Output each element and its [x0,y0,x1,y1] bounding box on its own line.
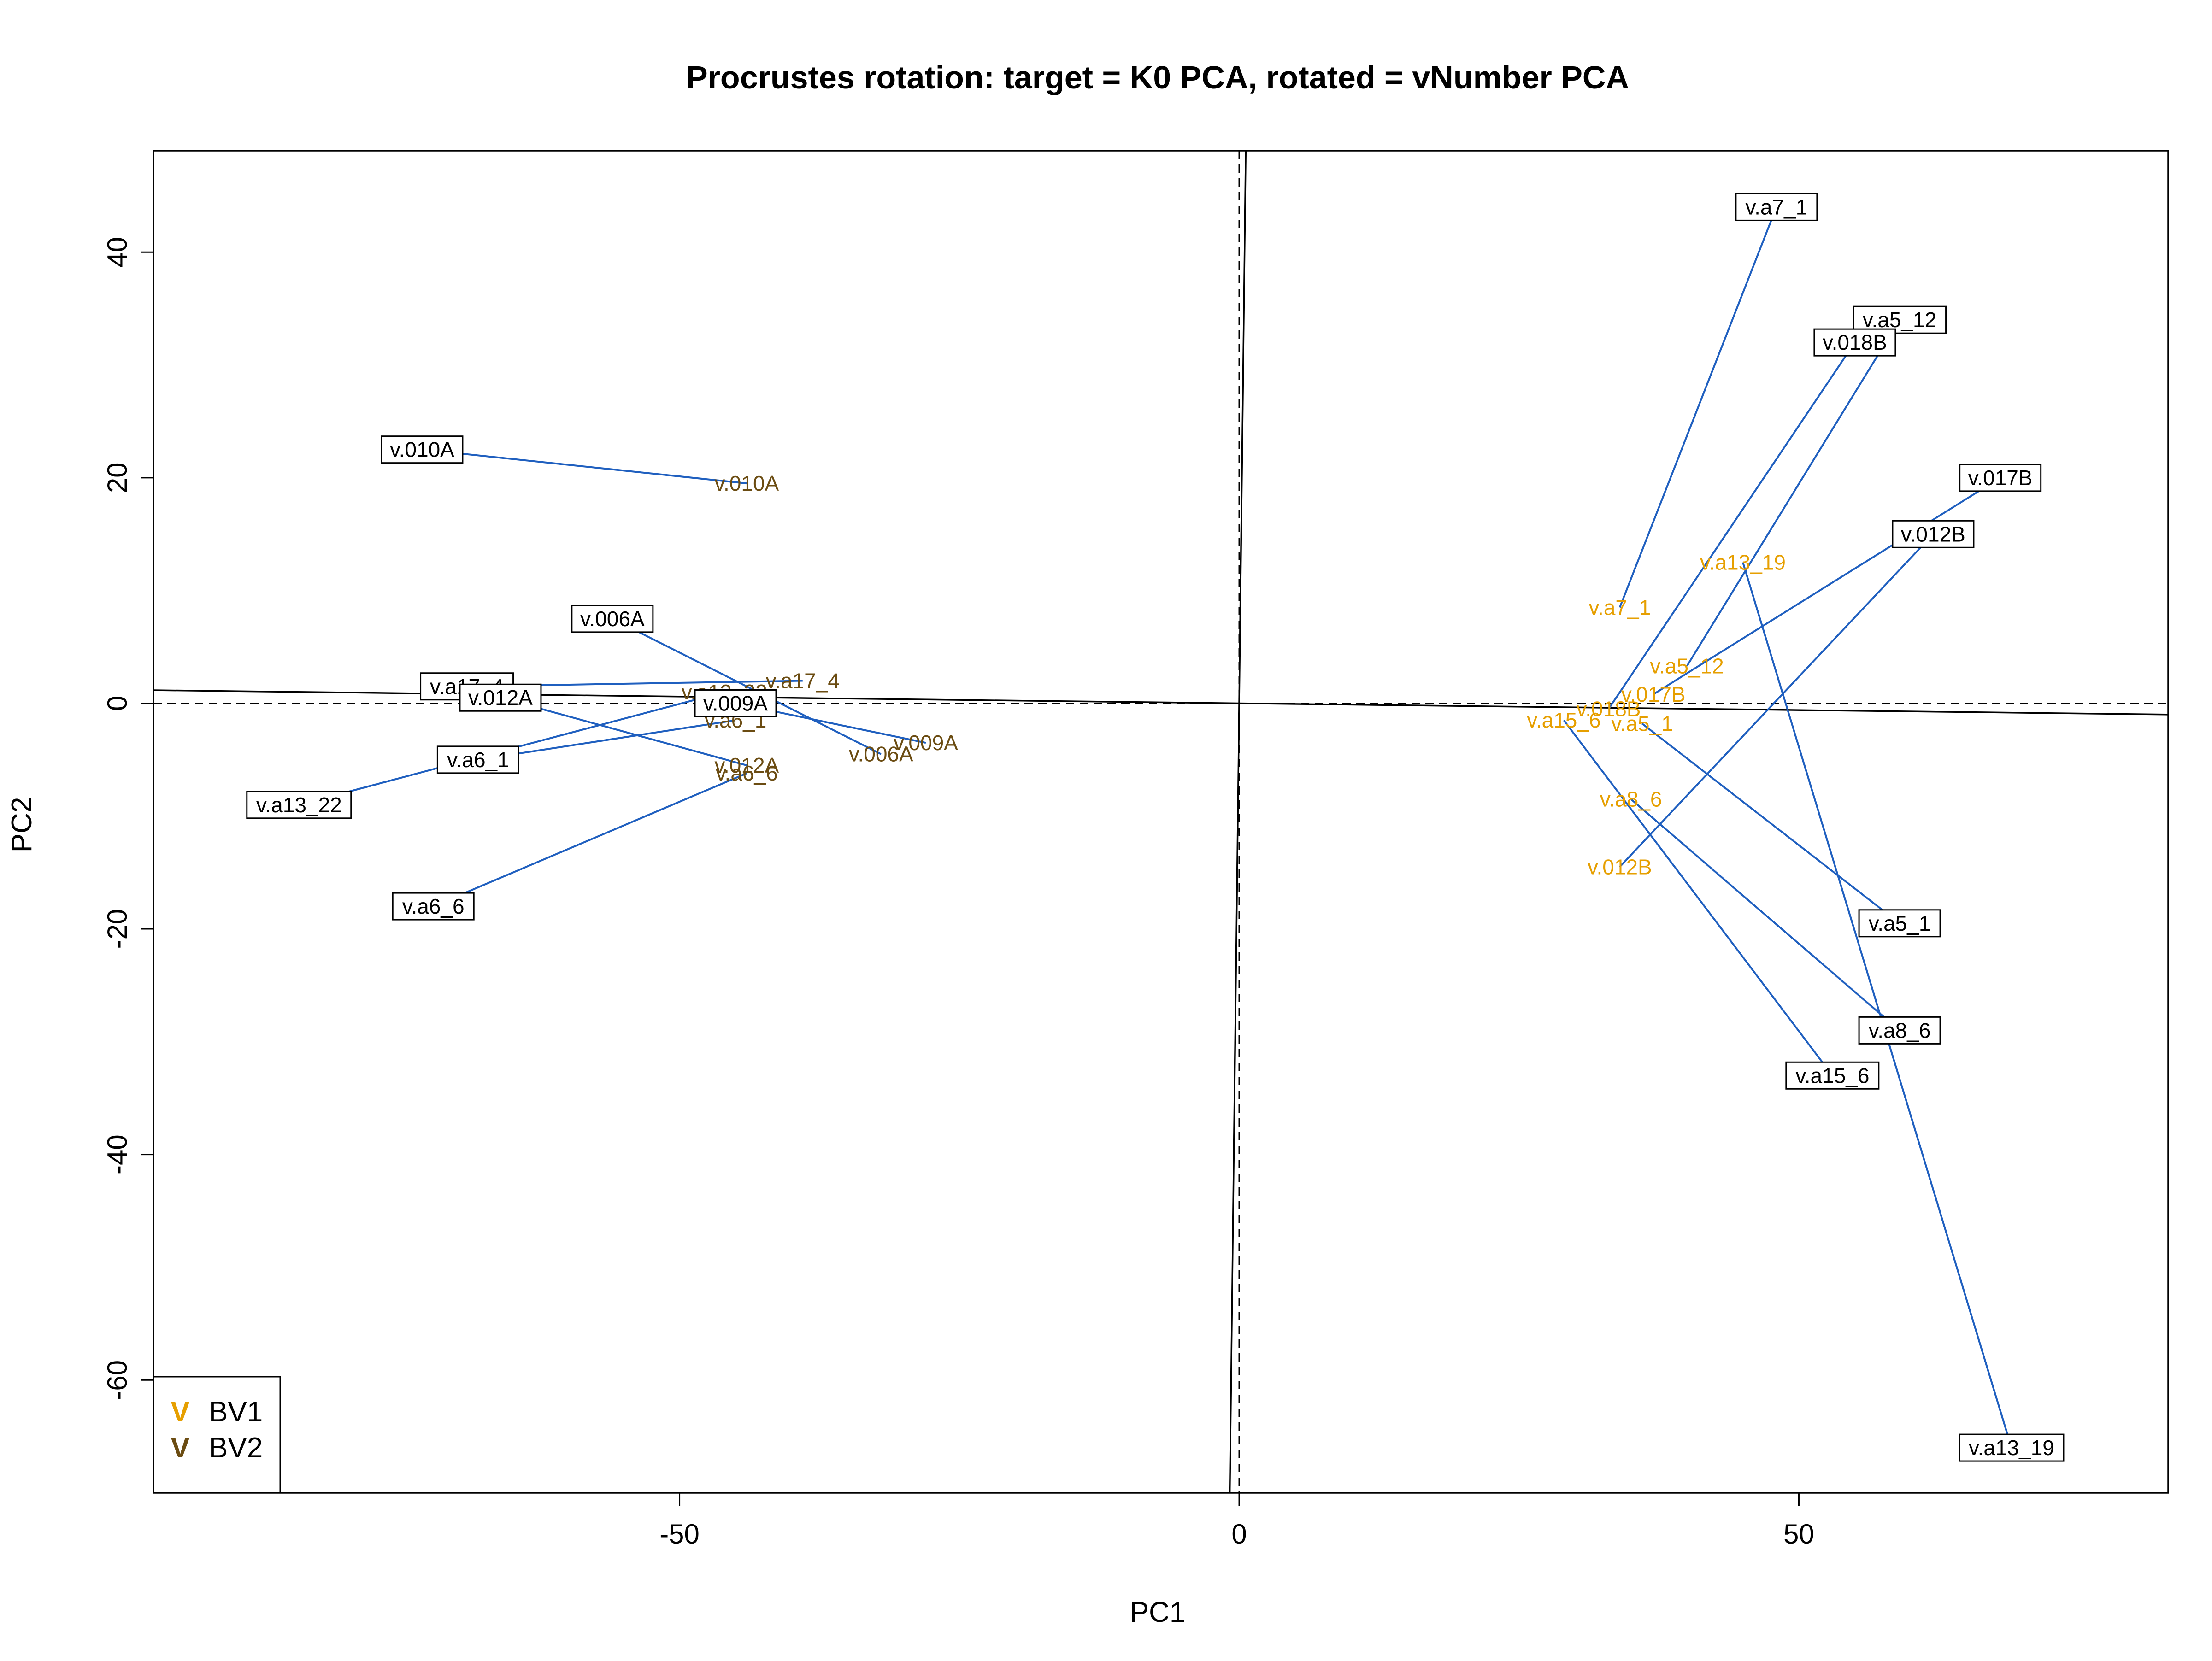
target-label-box [1735,193,1818,221]
rotated-point-label: v.a5_12 [1650,654,1724,678]
y-tick-label: 40 [102,237,133,268]
procrustes-arrow [1742,562,2012,1448]
target-label-box [459,683,542,712]
target-point-label: v.a15_6 [1795,1063,1869,1087]
rotated-point-label: v.a13_19 [1700,550,1786,574]
x-tick-label: 50 [1783,1519,1814,1549]
rotated-point-label: v.018B [1577,697,1641,721]
rotated-point-label: v.012B [1588,855,1652,879]
target-point-label: v.006A [580,607,645,631]
rotated-point-label: v.009A [894,731,958,755]
rotated-point-label: v.a5_1 [1611,712,1673,736]
rotated-point-label: v.017B [1621,682,1686,706]
target-point-label: v.018B [1823,330,1887,354]
y-tick-label: -60 [102,1360,133,1400]
rotated-point-label: v.006A [849,742,913,766]
target-label-box [392,892,475,921]
target-point-label: v.012B [1901,522,1965,546]
rotated-point-label: v.a17_4 [766,669,840,693]
target-point-label: v.017B [1968,466,2033,490]
procrustes-arrow [1686,319,1900,667]
plot-area: v.010Av.006Av.a17_4v.a13_22v.009Av.a6_1v… [153,151,2168,1493]
target-label-box [1813,328,1896,357]
procrustes-arrow [1607,342,1856,710]
rotated-point-label: v.a15_6 [1527,708,1600,732]
target-point-label: v.a7_1 [1746,195,1808,219]
target-point-label: v.a13_19 [1969,1436,2054,1460]
x-axis-label: PC1 [1130,1596,1186,1628]
target-label-box [1785,1061,1880,1090]
target-point-label: v.a13_22 [256,793,342,817]
rotated-point-label: v.a7_1 [1588,595,1651,619]
y-tick-label: -20 [102,909,133,949]
target-label-box [571,605,654,633]
target-point-label: v.a5_12 [1863,308,1936,332]
y-tick-label: 20 [102,463,133,493]
procrustes-arrow [1630,798,1900,1031]
procrustes-arrow [1619,533,1934,868]
target-label-box [1858,909,1941,938]
target-label-box [381,435,464,464]
y-tick-label: 0 [102,696,133,711]
x-tick-label: -50 [659,1519,700,1549]
procrustes-arrow [478,719,736,761]
target-label-box [1959,1433,2065,1462]
y-axis-label: PC2 [6,797,38,853]
procrustes-arrow [422,448,747,485]
y-tick-label: -40 [102,1134,133,1174]
target-label-box [436,745,519,774]
legend-label: BV2 [209,1432,263,1464]
target-point-label: v.010A [390,438,454,462]
target-label-box [246,791,352,819]
rotated-point-label: v.a8_6 [1600,787,1662,811]
legend-box [153,1376,281,1494]
rotated-point-label: v.a6_6 [716,761,778,785]
x-tick-label: 0 [1231,1519,1247,1549]
target-label-box [694,689,777,717]
legend-label: BV1 [209,1396,263,1428]
target-point-label: v.a8_6 [1869,1018,1931,1042]
target-label-box [1858,1016,1941,1045]
rotated-point-label: v.010A [714,471,779,495]
procrustes-arrow [1563,719,1833,1076]
target-point-label: v.a5_1 [1869,911,1931,935]
target-point-label: v.012A [468,686,533,710]
target-point-label: v.a6_6 [402,894,465,918]
target-point-label: v.009A [703,691,768,715]
procrustes-arrow [612,618,882,755]
legend-symbol: V [171,1396,189,1428]
procrustes-arrow [1653,477,2001,695]
procrustes-arrow [1641,722,1900,924]
target-point-label: v.a6_1 [447,748,509,772]
target-label-box [1959,464,2042,492]
rotated-point-label: v.012A [714,753,779,777]
rotated-axis-vertical [1229,151,1247,1493]
procrustes-arrow [1618,206,1777,608]
chart-title: Procrustes rotation: target = K0 PCA, ro… [686,59,1629,95]
target-label-box [1892,520,1975,548]
plot-content: v.010Av.006Av.a17_4v.a13_22v.009Av.a6_1v… [102,150,2169,1549]
procrustes-arrow [433,772,747,907]
legend-symbol: V [171,1432,189,1464]
